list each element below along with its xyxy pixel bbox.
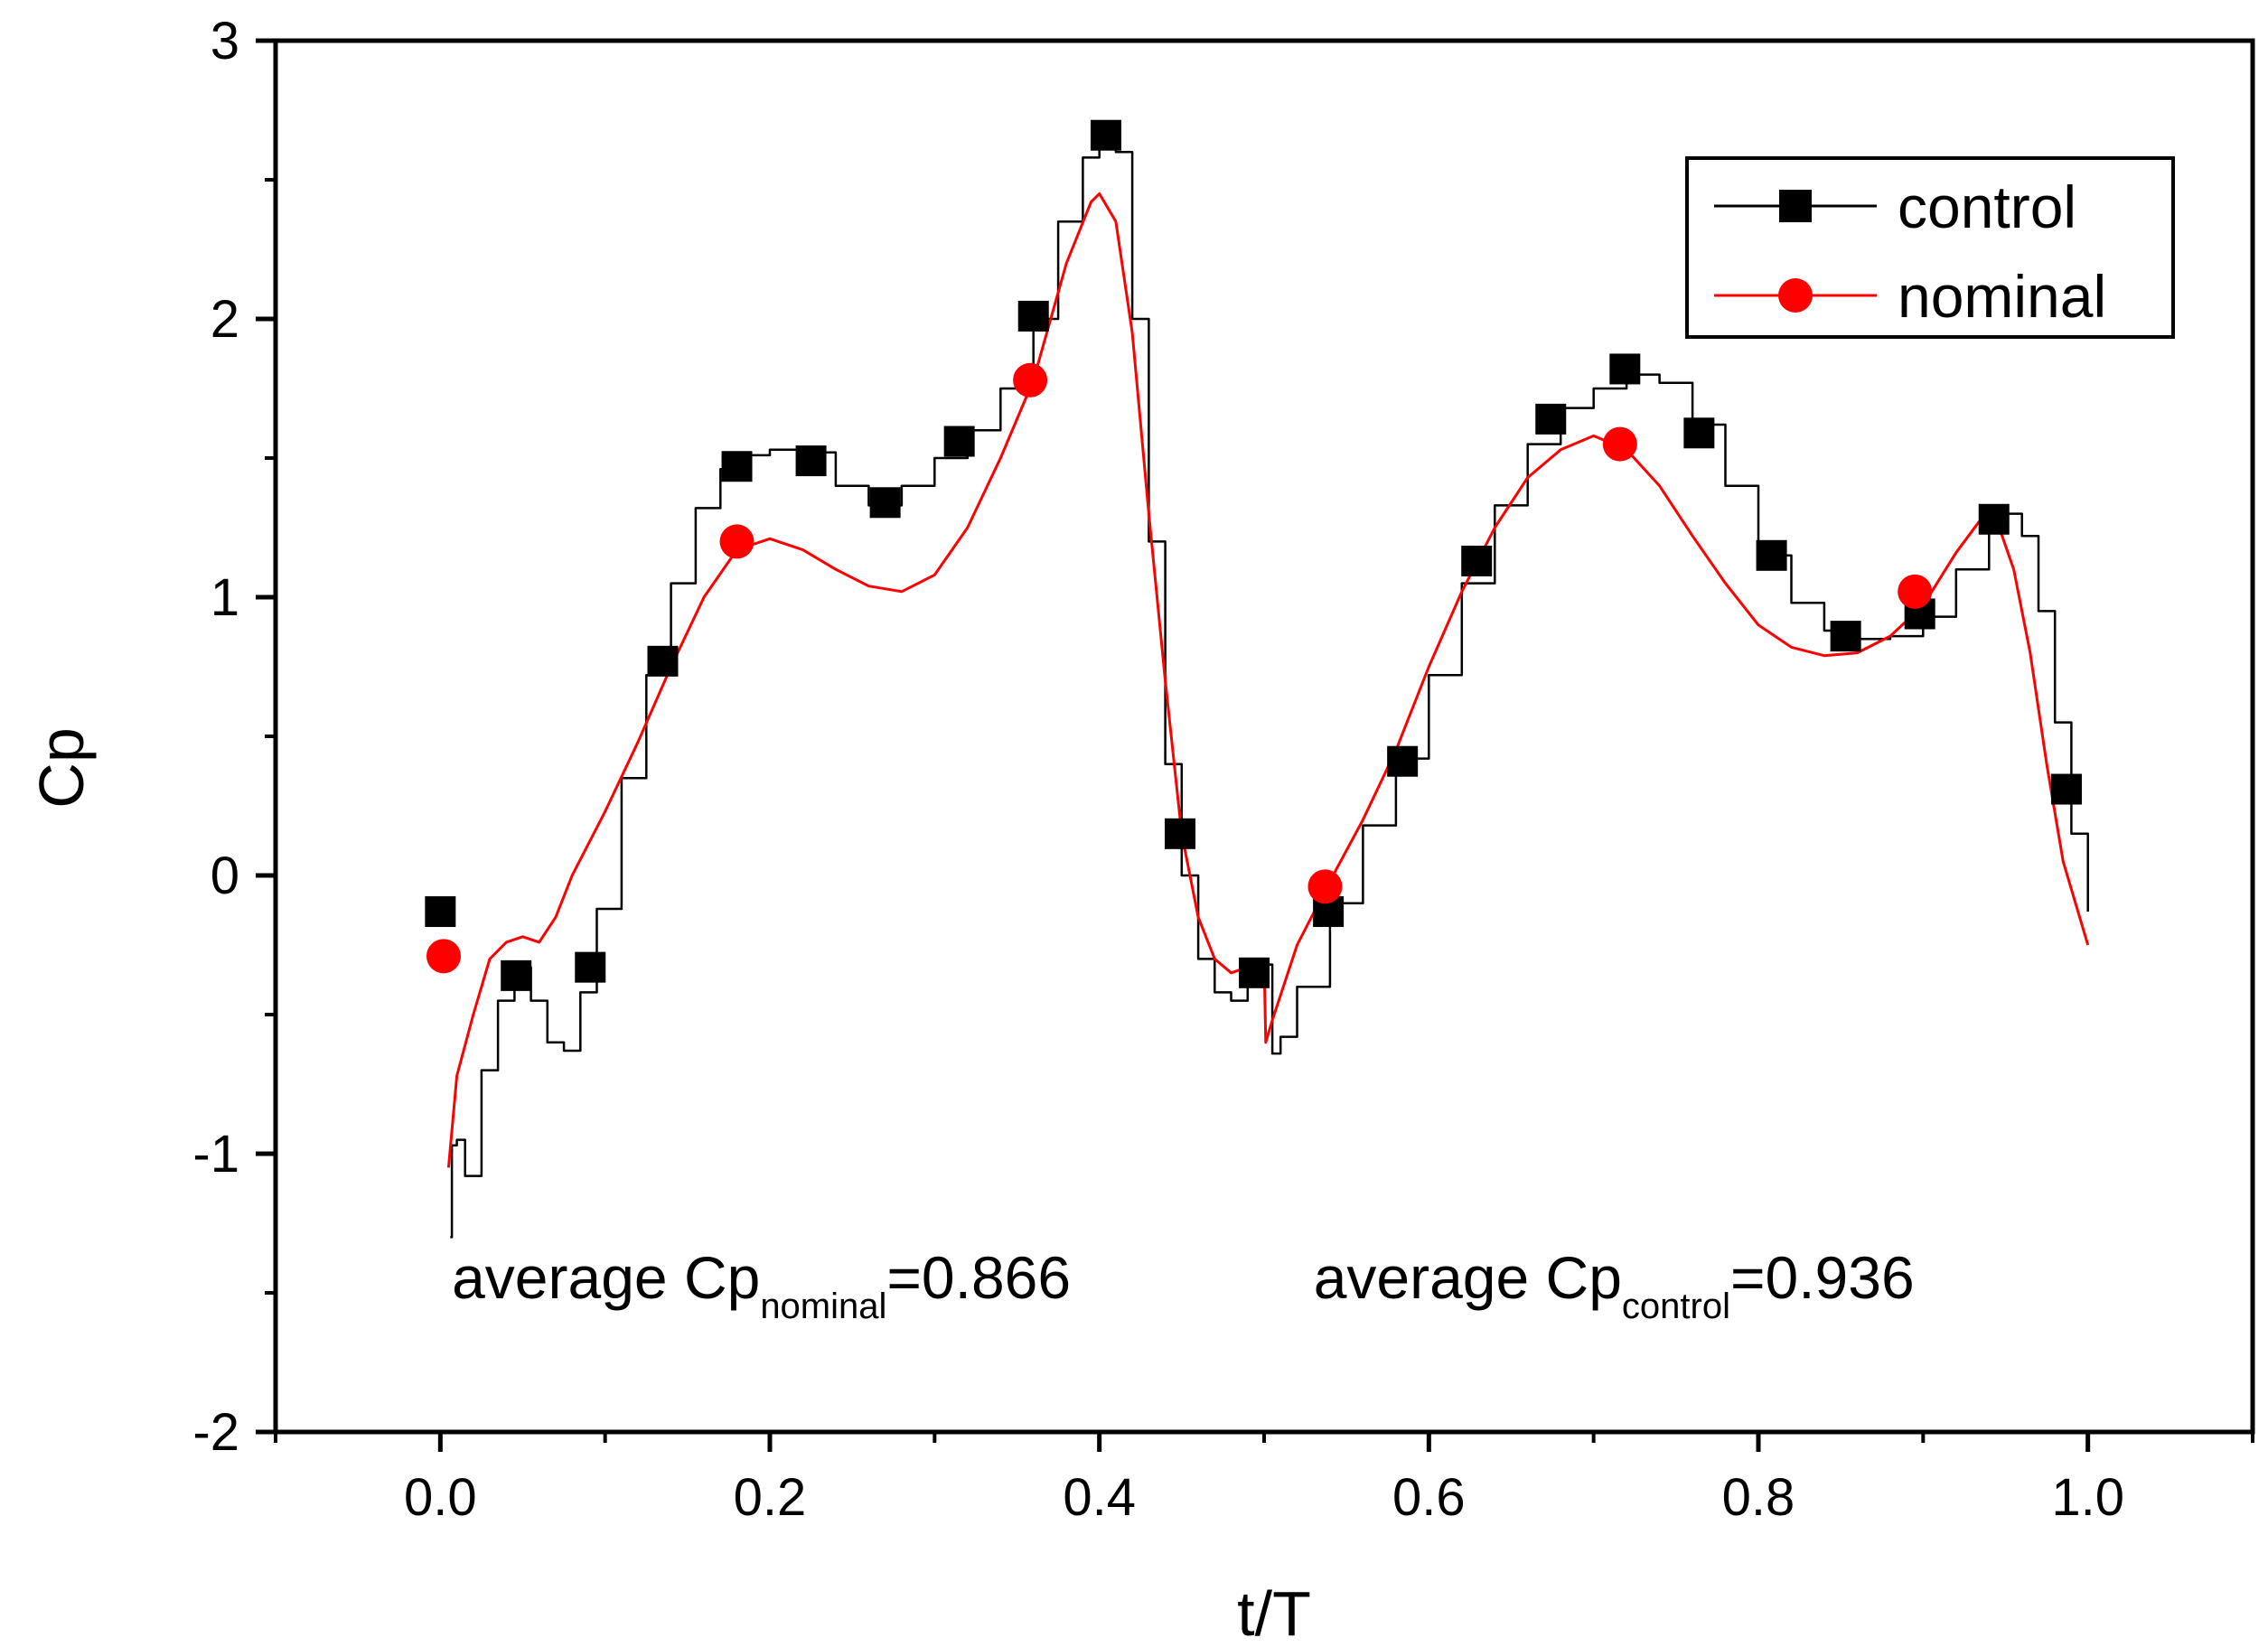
- average-annotation-2: average Cpcontrol=0.936: [1314, 1244, 1915, 1326]
- x-tick-label: 1.0: [2051, 1468, 2124, 1527]
- x-tick-label: 0.4: [1063, 1468, 1136, 1527]
- x-axis-title: t/T: [1237, 1578, 1311, 1647]
- data-point-control: [425, 896, 456, 928]
- y-tick-label: 2: [211, 290, 239, 349]
- annotation-value: =0.866: [886, 1244, 1071, 1311]
- data-point-control: [1609, 353, 1641, 385]
- data-point-control: [869, 487, 901, 519]
- data-point-control: [1978, 503, 2010, 535]
- x-tick-label: 0.8: [1722, 1468, 1795, 1527]
- data-point-nominal: [426, 939, 461, 974]
- y-axis-title: Cp: [26, 727, 97, 808]
- data-point-control: [647, 645, 679, 677]
- legend-label-nominal: nominal: [1898, 263, 2106, 330]
- data-point-nominal: [1013, 362, 1048, 398]
- data-point-control: [575, 951, 606, 983]
- data-point-control: [1683, 417, 1715, 449]
- series-lines: [446, 134, 2090, 1239]
- data-point-control: [795, 445, 827, 477]
- x-tick-label: 0.2: [734, 1468, 807, 1527]
- legend-label-control: control: [1898, 173, 2076, 240]
- y-tick-label: -1: [192, 1125, 239, 1184]
- y-tick-label: 3: [211, 12, 239, 70]
- data-point-control: [2050, 773, 2082, 805]
- data-point-control: [1090, 119, 1121, 151]
- annotation-prefix: average Cp: [1314, 1244, 1622, 1311]
- y-tick-label: 1: [211, 568, 239, 627]
- y-tick-label: -2: [192, 1403, 239, 1462]
- axis-ticks: [256, 38, 2254, 1452]
- data-point-control: [1535, 403, 1567, 435]
- data-point-nominal: [1307, 869, 1343, 904]
- legend-marker-nominal: [1778, 278, 1813, 313]
- series-line-nominal: [446, 192, 2090, 1168]
- legend: control nominal: [1685, 156, 2175, 339]
- x-tick-label: 0.0: [404, 1468, 477, 1527]
- data-point-nominal: [719, 524, 754, 559]
- series-line-control: [450, 134, 2089, 1239]
- data-point-nominal: [1602, 426, 1637, 462]
- annotation-prefix: average Cp: [452, 1244, 760, 1311]
- data-point-control: [1165, 818, 1196, 849]
- legend-box: [1685, 156, 2175, 339]
- data-point-control: [943, 426, 975, 457]
- average-annotation-1: average Cpnominal=0.866: [452, 1244, 1071, 1326]
- data-point-control: [1387, 745, 1419, 777]
- data-point-control: [1830, 621, 1861, 652]
- data-point-control: [501, 959, 532, 991]
- legend-marker-control: [1779, 190, 1812, 222]
- data-point-control: [1017, 300, 1049, 332]
- data-point-control: [1239, 957, 1270, 988]
- annotation-value: =0.936: [1730, 1244, 1915, 1311]
- data-point-control: [1461, 545, 1493, 576]
- data-point-nominal: [1898, 574, 1933, 609]
- data-point-control: [1756, 539, 1787, 571]
- annotation-subscript: nominal: [760, 1287, 886, 1326]
- average-annotations: average Cpnominal=0.866 average Cpcontrol…: [452, 1244, 1915, 1326]
- annotation-subscript: control: [1622, 1287, 1730, 1326]
- axis-tick-labels: 0.0 0.2 0.4 0.6 0.8 1.0 -2 -1 0 1 2 3: [192, 12, 2124, 1527]
- y-tick-label: 0: [211, 847, 239, 905]
- x-tick-label: 0.6: [1392, 1468, 1466, 1527]
- data-point-control: [721, 451, 753, 482]
- series-markers: [425, 119, 2082, 991]
